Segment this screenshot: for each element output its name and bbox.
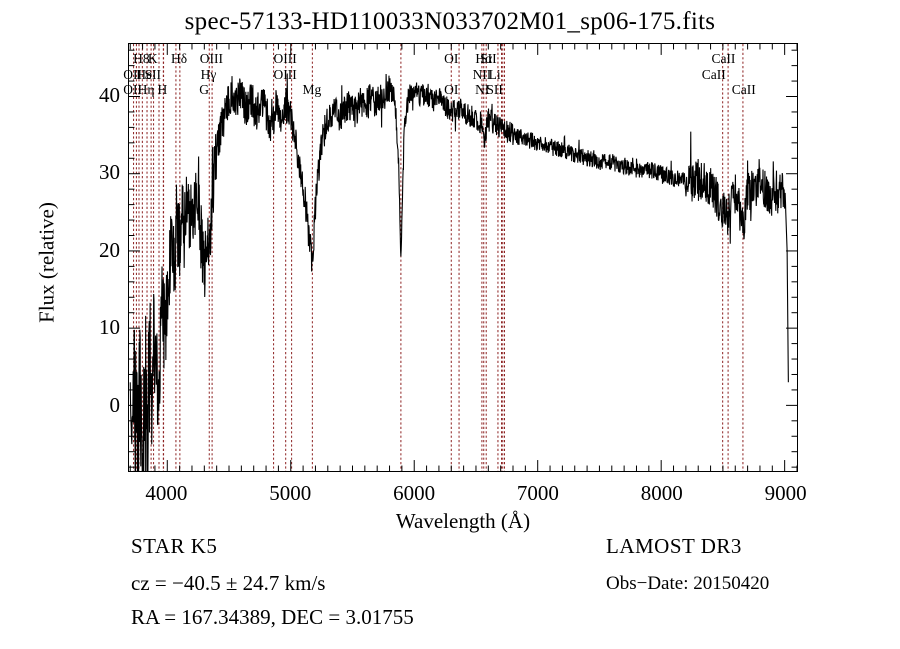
x-tick-label: 4000 bbox=[145, 481, 188, 505]
spectral-line-label: Hα bbox=[475, 51, 493, 66]
y-tick-label: 0 bbox=[109, 393, 121, 418]
spectral-line-label: K bbox=[147, 51, 158, 66]
spectral-line-label: Hδ bbox=[170, 51, 188, 66]
spectral-line-label: OIII bbox=[273, 51, 297, 66]
x-tick-label: 5000 bbox=[269, 481, 312, 505]
flux-trace-path bbox=[130, 74, 788, 471]
spectral-line-label: OII bbox=[123, 82, 142, 97]
y-axis-tick-labels: 0 10 20 30 40 bbox=[56, 0, 120, 649]
spectral-line-label: H8 bbox=[133, 51, 150, 66]
spectral-line-label: H bbox=[157, 82, 168, 97]
x-tick-label: 8000 bbox=[640, 481, 683, 505]
y-tick-label: 20 bbox=[99, 237, 120, 262]
x-tick-label: 6000 bbox=[393, 481, 436, 505]
spectral-line-label: NI bbox=[475, 82, 490, 97]
plot-clip bbox=[129, 44, 797, 471]
spectral-line-label: SII bbox=[144, 67, 162, 82]
spectral-line-label: He bbox=[136, 67, 152, 82]
x-tick-label: 9000 bbox=[764, 481, 807, 505]
x-axis-label: Wavelength (Å) bbox=[395, 509, 531, 533]
spectral-line-label: SII bbox=[486, 82, 503, 97]
spectral-line-label: Li bbox=[488, 67, 501, 82]
obs-date-text: Obs−Date: 20150420 bbox=[606, 573, 770, 594]
spectral-line-label: Mg bbox=[302, 82, 322, 97]
spectral-line-label: OII bbox=[123, 67, 142, 82]
coordinates-text: RA = 167.34389, DEC = 3.01755 bbox=[131, 605, 414, 629]
spectral-line-label: NII bbox=[472, 67, 492, 82]
x-tick-label: 7000 bbox=[516, 481, 559, 505]
spectral-line-label: CaII bbox=[731, 82, 756, 97]
y-tick-label: 30 bbox=[99, 160, 120, 185]
spectral-line-label: CaII bbox=[711, 51, 736, 66]
footer-metadata: STAR K5 cz = −40.5 ± 24.7 km/s RA = 167.… bbox=[0, 530, 900, 640]
redshift-velocity-text: cz = −40.5 ± 24.7 km/s bbox=[131, 571, 326, 595]
spectral-line-label: OIII bbox=[273, 67, 297, 82]
y-tick-label: 40 bbox=[99, 82, 120, 107]
survey-name-text: LAMOST DR3 bbox=[606, 534, 742, 558]
spectral-line-label: CaII bbox=[701, 67, 726, 82]
y-axis-label: Flux (relative) bbox=[34, 202, 59, 323]
object-class-text: STAR K5 bbox=[131, 534, 218, 558]
y-tick-label: 10 bbox=[99, 315, 120, 340]
spectral-line-label: Hη bbox=[137, 82, 155, 97]
spectral-line-label: Hγ bbox=[200, 67, 217, 82]
spectrum-trace bbox=[129, 44, 797, 471]
spectral-line-label: OI bbox=[444, 82, 459, 97]
spectral-line-label: SII bbox=[480, 51, 497, 66]
spectral-line-label: OIII bbox=[199, 51, 223, 66]
plot-area bbox=[128, 43, 798, 472]
spectral-line-label: OI bbox=[444, 51, 459, 66]
page-title: spec-57133-HD110033N033702M01_sp06-175.f… bbox=[184, 8, 716, 35]
spectral-line-label: G bbox=[199, 82, 210, 97]
